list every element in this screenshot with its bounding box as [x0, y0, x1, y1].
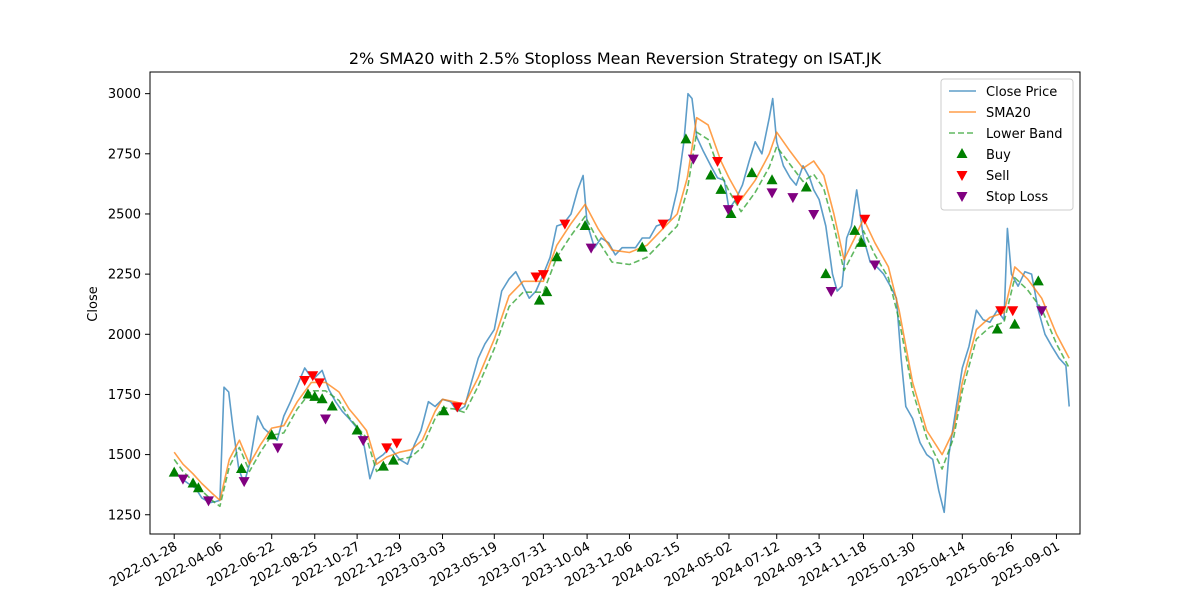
buy-marker — [351, 424, 363, 435]
buy-marker — [746, 167, 758, 178]
sell-marker — [732, 195, 744, 206]
sell-marker — [530, 272, 542, 283]
stop-loss-marker — [177, 474, 189, 485]
stop-loss-marker — [869, 260, 881, 271]
buy-marker — [579, 220, 591, 230]
y-tick-label: 2000 — [108, 328, 141, 343]
lower-band-line — [173, 131, 1070, 508]
sell-marker — [381, 443, 393, 454]
buy-marker — [326, 400, 338, 411]
legend-swatch-buy — [956, 148, 968, 158]
buy-marker — [187, 477, 199, 488]
legend-label-close-price: Close Price — [986, 85, 1057, 100]
sell-marker — [451, 402, 463, 413]
buy-marker — [541, 286, 553, 297]
buy-marker — [820, 268, 832, 279]
legend: Close Price SMA20 Lower Band Buy Sell Stop Lo… — [940, 78, 1074, 211]
y-axis-label: Close — [86, 286, 101, 321]
buy-marker — [551, 251, 563, 262]
y-tick-label: 1500 — [108, 448, 141, 463]
legend-swatch-stop-loss — [956, 192, 968, 202]
buy-marker — [438, 405, 450, 416]
stop-loss-marker — [238, 477, 250, 488]
stop-loss-marker — [203, 496, 215, 507]
y-tick-label: 2750 — [108, 147, 141, 162]
buy-marker — [1009, 318, 1021, 329]
stop-loss-marker — [766, 188, 778, 199]
y-tick-label: 3000 — [108, 87, 141, 102]
y-tick-label: 1750 — [108, 388, 141, 403]
stop-loss-marker — [825, 286, 837, 297]
buy-marker — [387, 454, 399, 465]
buy-marker — [377, 460, 389, 471]
sell-marker — [559, 219, 571, 230]
buy-marker — [1032, 275, 1044, 286]
sell-marker — [391, 438, 403, 449]
buy-marker — [800, 181, 812, 192]
sell-marker — [307, 371, 319, 382]
stop-loss-marker — [722, 205, 734, 216]
sma20-line — [173, 116, 1070, 502]
buy-marker — [533, 294, 545, 305]
stop-loss-marker — [808, 209, 820, 220]
buy-marker — [725, 207, 737, 218]
plot-area — [168, 92, 1070, 514]
stop-loss-marker — [687, 154, 699, 165]
close-price-line — [173, 92, 1070, 514]
y-tick-label: 2250 — [108, 268, 141, 283]
stop-loss-marker — [272, 443, 284, 454]
stop-loss-marker — [585, 243, 597, 254]
buy-marker — [849, 224, 861, 235]
buy-marker — [680, 133, 692, 144]
buy-marker — [636, 241, 648, 252]
chart-title: 2% SMA20 with 2.5% Stoploss Mean Reversi… — [349, 49, 882, 68]
axes: 125015001750200022502500275030002022-01-… — [107, 71, 1081, 590]
legend-swatch-sell — [956, 171, 968, 181]
legend-label-sma20: SMA20 — [986, 106, 1031, 121]
y-tick-label: 1250 — [108, 508, 141, 523]
plot-frame — [149, 71, 1081, 535]
sell-marker — [712, 157, 724, 168]
sell-marker — [995, 306, 1007, 317]
buy-marker — [991, 323, 1003, 334]
stop-loss-marker — [787, 193, 799, 204]
buy-marker — [302, 388, 314, 399]
sell-marker — [537, 270, 549, 281]
buy-marker — [168, 466, 180, 477]
sell-marker — [859, 214, 871, 225]
buy-marker — [192, 482, 204, 493]
sell-marker — [299, 376, 311, 386]
buy-marker — [266, 429, 278, 440]
stop-loss-marker — [357, 436, 369, 447]
buy-marker — [715, 183, 727, 194]
stop-loss-marker — [1036, 306, 1048, 317]
buy-marker — [855, 236, 867, 247]
sell-marker — [657, 219, 669, 230]
sell-marker — [1007, 306, 1019, 317]
legend-label-sell: Sell — [986, 169, 1009, 184]
sell-marker — [313, 378, 325, 389]
legend-label-buy: Buy — [986, 148, 1011, 163]
buy-marker — [766, 174, 778, 185]
buy-marker — [705, 169, 717, 180]
legend-label-lower-band: Lower Band — [986, 127, 1062, 142]
buy-marker — [316, 393, 328, 404]
buy-marker — [235, 463, 247, 474]
y-tick-label: 2500 — [108, 207, 141, 222]
legend-label-stop-loss: Stop Loss — [986, 190, 1048, 205]
stop-loss-marker — [320, 414, 332, 425]
plot-inner — [168, 92, 1070, 514]
buy-marker — [309, 390, 321, 401]
